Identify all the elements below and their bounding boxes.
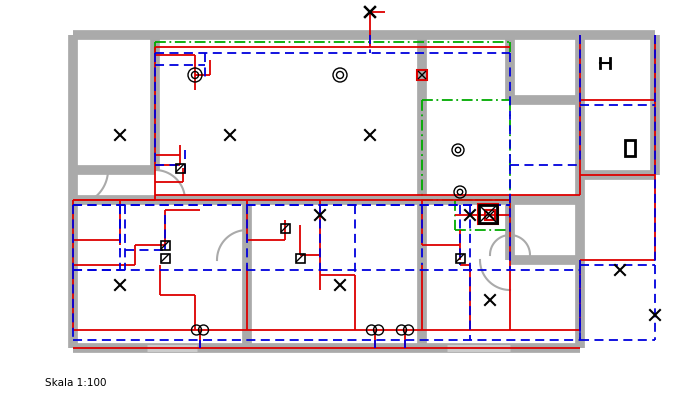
Bar [485,210,495,220]
Bar [281,224,290,233]
Text: Skala 1:100: Skala 1:100 [45,378,106,388]
Bar [456,253,465,263]
Bar [160,241,169,250]
Bar [478,204,498,224]
Bar [479,205,497,223]
Bar [625,140,635,156]
Bar [295,253,304,263]
Bar [160,253,169,263]
Bar [417,70,427,80]
Bar [176,163,185,173]
